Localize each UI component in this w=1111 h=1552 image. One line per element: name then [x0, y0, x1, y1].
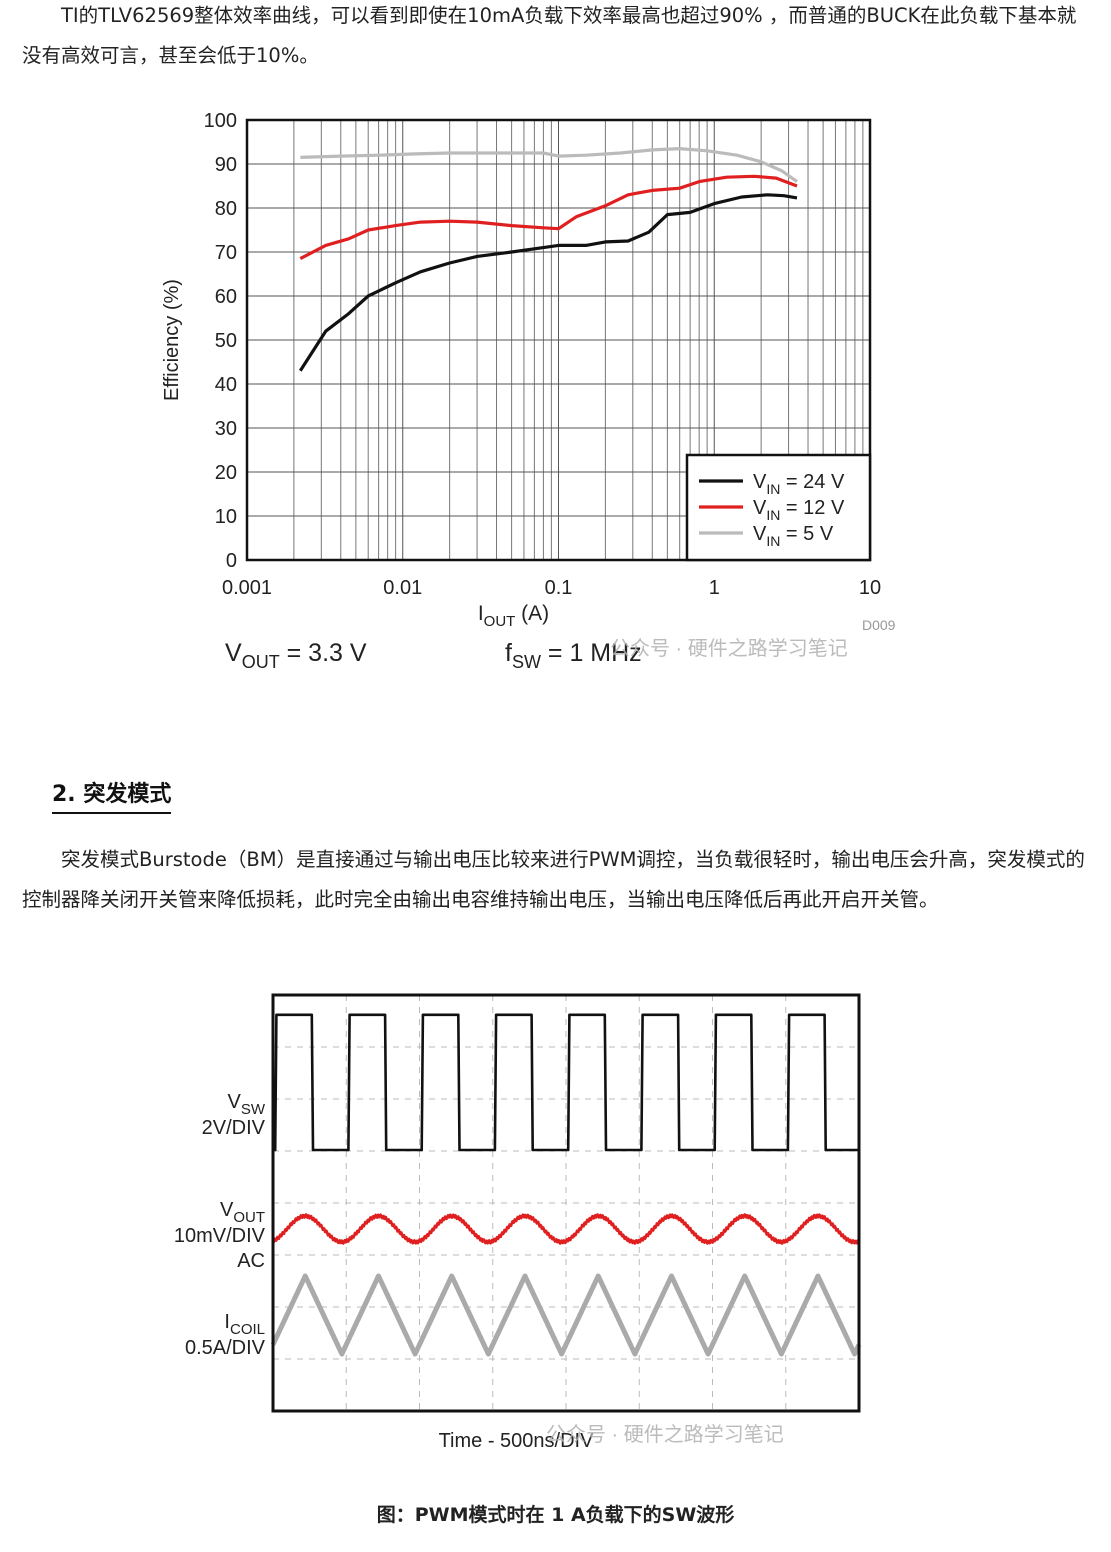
channel-name: ICOIL [224, 1311, 265, 1338]
y-tick-label: 70 [215, 242, 237, 264]
y-tick-label: 20 [215, 462, 237, 484]
legend-box [685, 453, 872, 562]
waveform-vsw [273, 1013, 859, 1152]
x-axis-label: Time - 500ns/DIV [439, 1430, 595, 1452]
channel-scale: 0.5A/DIV [185, 1337, 266, 1359]
y-tick-label: 80 [215, 198, 237, 220]
legend-label: VIN = 12 V [753, 497, 845, 523]
plot-frame [245, 118, 872, 562]
y-tick-label: 90 [215, 154, 237, 176]
legend-label: VIN = 24 V [753, 471, 845, 497]
y-tick-label: 100 [204, 110, 237, 132]
channel-name: VOUT [220, 1199, 265, 1226]
y-tick-label: 10 [215, 506, 237, 528]
condition-vout: VOUT = 3.3 V [225, 639, 367, 672]
burst-mode-paragraph: 突发模式Burstode（BM）是直接通过与输出电压比较来进行PWM调控，当负载… [22, 848, 1085, 911]
watermark: 公众号 · 硬件之路学习笔记 [546, 1423, 784, 1446]
channel-scale: 10mV/DIV [174, 1225, 266, 1247]
y-axis-label: Efficiency (%) [161, 279, 183, 401]
y-tick-label: 0 [226, 550, 237, 572]
x-tick-label: 0.001 [222, 577, 272, 599]
y-tick-label: 30 [215, 418, 237, 440]
series-line [300, 147, 798, 183]
x-tick-label: 0.01 [383, 577, 422, 599]
x-tick-labels: 0.001 0.01 0.1 1 10 [222, 577, 881, 599]
x-tick-label: 10 [859, 577, 881, 599]
x-tick-label: 0.1 [545, 577, 573, 599]
series-lines [298, 147, 798, 372]
channel-coupling: AC [237, 1250, 265, 1272]
condition-fsw: fSW = 1 MHz [505, 639, 642, 672]
y-tick-label: 40 [215, 374, 237, 396]
x-tick-label: 1 [709, 577, 720, 599]
y-tick-label: 50 [215, 330, 237, 352]
intro-paragraph: TI的TLV62569整体效率曲线，可以看到即使在10mA负载下效率最高也超过9… [22, 4, 1077, 67]
channel-name: VSW [227, 1091, 265, 1118]
waveform-vout [271, 1213, 861, 1245]
x-axis-label: IOUT (A) [478, 602, 549, 630]
channel-scale: 2V/DIV [202, 1117, 266, 1139]
y-tick-labels: 0 10 20 30 40 50 60 70 80 90 100 [204, 110, 237, 572]
section-heading: 2. 突发模式 [52, 780, 172, 814]
legend-label: VIN = 5 V [753, 523, 834, 549]
scope-frame [271, 993, 861, 1413]
y-tick-label: 60 [215, 286, 237, 308]
scope-grid [273, 995, 859, 1411]
figure-caption: 图：PWM模式时在 1 A负载下的SW波形 [376, 1504, 735, 1526]
series-line [299, 174, 798, 261]
efficiency-chart: 0 10 20 30 40 50 60 70 80 90 100 0.001 0.01 0.1 1 10 V… [161, 110, 896, 672]
figure-id: D009 [862, 617, 896, 633]
series-line [298, 193, 798, 372]
scope-waveforms [270, 1013, 862, 1357]
waveform-icoil [270, 1273, 862, 1357]
watermark: 公众号 · 硬件之路学习笔记 [610, 637, 848, 660]
